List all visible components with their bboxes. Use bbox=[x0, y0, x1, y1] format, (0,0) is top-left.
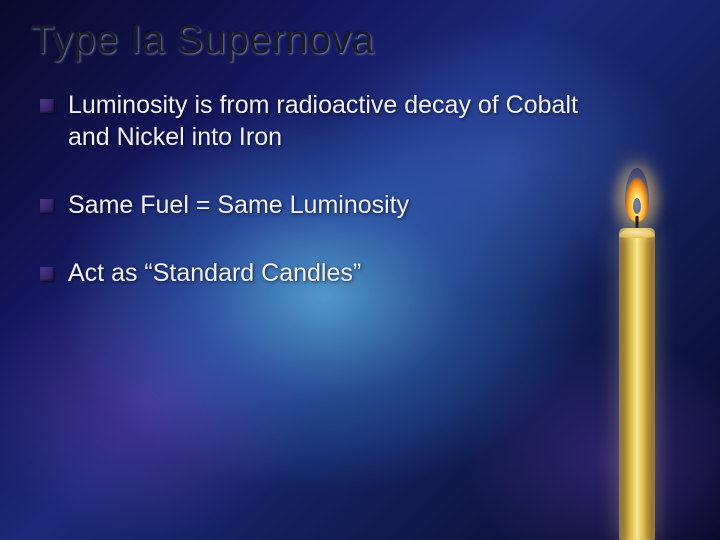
slide: Type Ia Supernova Luminosity is from rad… bbox=[0, 0, 720, 540]
list-item: Luminosity is from radioactive decay of … bbox=[40, 89, 600, 153]
candle-stick bbox=[619, 228, 655, 540]
flame-core bbox=[633, 198, 641, 214]
list-item: Act as “Standard Candles” bbox=[40, 257, 600, 289]
list-item: Same Fuel = Same Luminosity bbox=[40, 189, 600, 221]
slide-title: Type Ia Supernova bbox=[30, 18, 690, 63]
candle-graphic bbox=[602, 160, 672, 540]
bullet-list: Luminosity is from radioactive decay of … bbox=[30, 89, 690, 289]
